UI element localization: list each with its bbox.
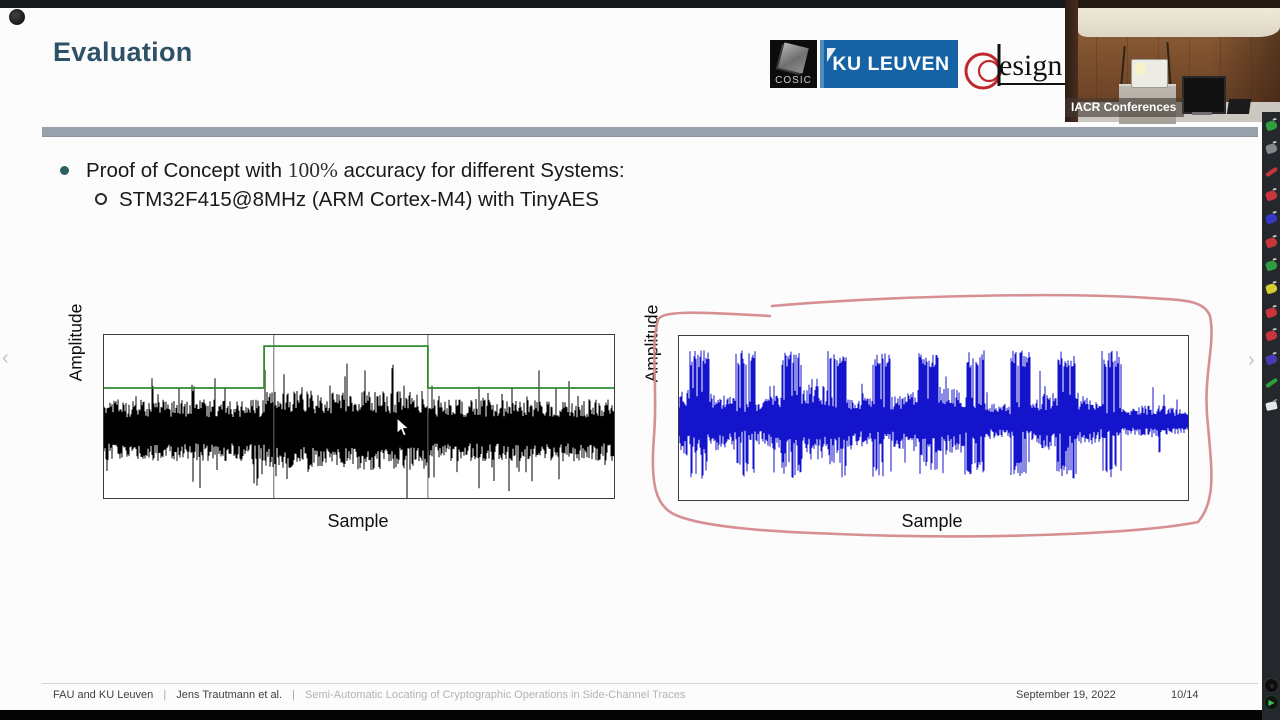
webcam-ceiling — [1065, 0, 1280, 9]
eraser-white-icon — [1264, 400, 1278, 411]
projection-screen — [1078, 8, 1280, 37]
footer-authors: Jens Trautmann et al. — [176, 689, 283, 701]
footer-paper-title: Semi-Automatic Locating of Cryptographic… — [305, 689, 686, 701]
footer-left: FAU and KU Leuven | Jens Trautmann et al… — [53, 689, 685, 701]
letterbox-bottom — [0, 710, 1280, 720]
footer-affiliation: FAU and KU Leuven — [53, 689, 154, 701]
footer-date: September 19, 2022 — [1016, 689, 1116, 701]
right-plot-ylabel: Amplitude — [641, 304, 662, 383]
footer-divider — [42, 683, 1258, 684]
pen-red-thin-icon — [1264, 166, 1278, 177]
bullet-main-suffix: accuracy for different Systems: — [337, 159, 625, 182]
footer-separator: | — [163, 689, 167, 701]
marker-green-icon — [1264, 259, 1278, 272]
recording-dot-icon — [9, 9, 25, 25]
bullet-main: Proof of Concept with 100% accuracy for … — [60, 158, 960, 183]
design-chair-logo: esign — [962, 38, 1067, 96]
record-button[interactable] — [1264, 678, 1279, 693]
bullet-sub: STM32F415@8MHz (ARM Cortex-M4) with Tiny… — [95, 188, 995, 212]
annotation-tool-marker-yellow[interactable] — [1263, 281, 1279, 297]
annotation-tool-marker-indigo[interactable] — [1263, 351, 1279, 367]
pen-green-thin-icon — [1264, 377, 1278, 388]
bullet-dot-icon — [60, 165, 69, 175]
kuleuven-sail-icon — [827, 48, 836, 62]
mouse-cursor-icon — [396, 416, 412, 439]
desk-monitor — [1182, 76, 1226, 114]
podium-laptop — [1131, 59, 1168, 88]
marker-indigo-icon — [1264, 353, 1278, 365]
annotation-tool-marker-green[interactable] — [1263, 257, 1279, 273]
slide-page-number: 10/14 — [1171, 689, 1199, 701]
annotation-tool-eraser-white[interactable] — [1263, 398, 1279, 414]
webcam-left-pillar — [1065, 0, 1078, 122]
marker-red-2-icon — [1264, 236, 1278, 248]
marker-red-1-icon — [1264, 189, 1278, 202]
letterbox-top — [0, 0, 1280, 8]
title-divider — [42, 127, 1258, 137]
pen-green-bright-icon — [1264, 119, 1278, 131]
cosic-cube-icon — [778, 42, 809, 74]
annotation-tool-marker-red-2[interactable] — [1263, 234, 1279, 250]
play-button[interactable]: ▶ — [1264, 695, 1279, 710]
cosic-logo: COSIC — [770, 40, 817, 88]
left-plot-ylabel: Amplitude — [65, 303, 86, 382]
left-plot-xlabel: Sample — [327, 511, 389, 531]
marker-red-4-icon — [1264, 329, 1278, 342]
slide-title: Evaluation — [53, 37, 193, 67]
annotation-tool-marker-red-4[interactable] — [1263, 328, 1279, 344]
marker-yellow-icon — [1264, 282, 1278, 295]
left-plot — [103, 334, 615, 499]
pen-gray-icon — [1264, 142, 1278, 155]
cosic-logo-label: COSIC — [775, 75, 812, 86]
desk-laptop — [1226, 99, 1252, 114]
design-logo-label: esign — [999, 49, 1067, 85]
annotation-tool-pen-red-thin[interactable] — [1263, 164, 1279, 180]
annotation-tool-marker-blue[interactable] — [1263, 211, 1279, 227]
annotation-tool-pen-green-bright[interactable] — [1263, 117, 1279, 133]
annotation-tool-marker-red-1[interactable] — [1263, 187, 1279, 203]
laptop-screen-content — [1135, 63, 1145, 75]
kuleuven-logo: KU LEUVEN — [820, 40, 958, 88]
sub-bullet-ring-icon — [95, 193, 107, 206]
monitor-base — [1192, 112, 1212, 115]
marker-red-3-icon — [1264, 306, 1278, 319]
webcam-caption: IACR Conferences — [1065, 98, 1185, 117]
design-rings-icon — [964, 44, 1002, 90]
annotation-tool-pen-gray[interactable] — [1263, 140, 1279, 156]
annotation-tool-pen-green-thin[interactable] — [1263, 374, 1279, 390]
right-plot — [678, 335, 1189, 501]
bullet-sub-text: STM32F415@8MHz (ARM Cortex-M4) with Tiny… — [119, 188, 599, 211]
marker-blue-icon — [1264, 212, 1278, 225]
bullet-main-prefix: Proof of Concept with — [86, 159, 288, 182]
kuleuven-logo-label: KU LEUVEN — [832, 52, 950, 75]
annotation-toolbar — [1262, 112, 1280, 720]
annotation-tool-marker-red-3[interactable] — [1263, 304, 1279, 320]
right-plot-xlabel: Sample — [901, 511, 963, 531]
next-slide-chevron[interactable]: › — [1248, 349, 1255, 371]
prev-slide-chevron[interactable]: ‹ — [2, 347, 9, 369]
footer-separator: | — [292, 689, 295, 701]
bullet-math-accuracy: 100% — [287, 158, 338, 182]
